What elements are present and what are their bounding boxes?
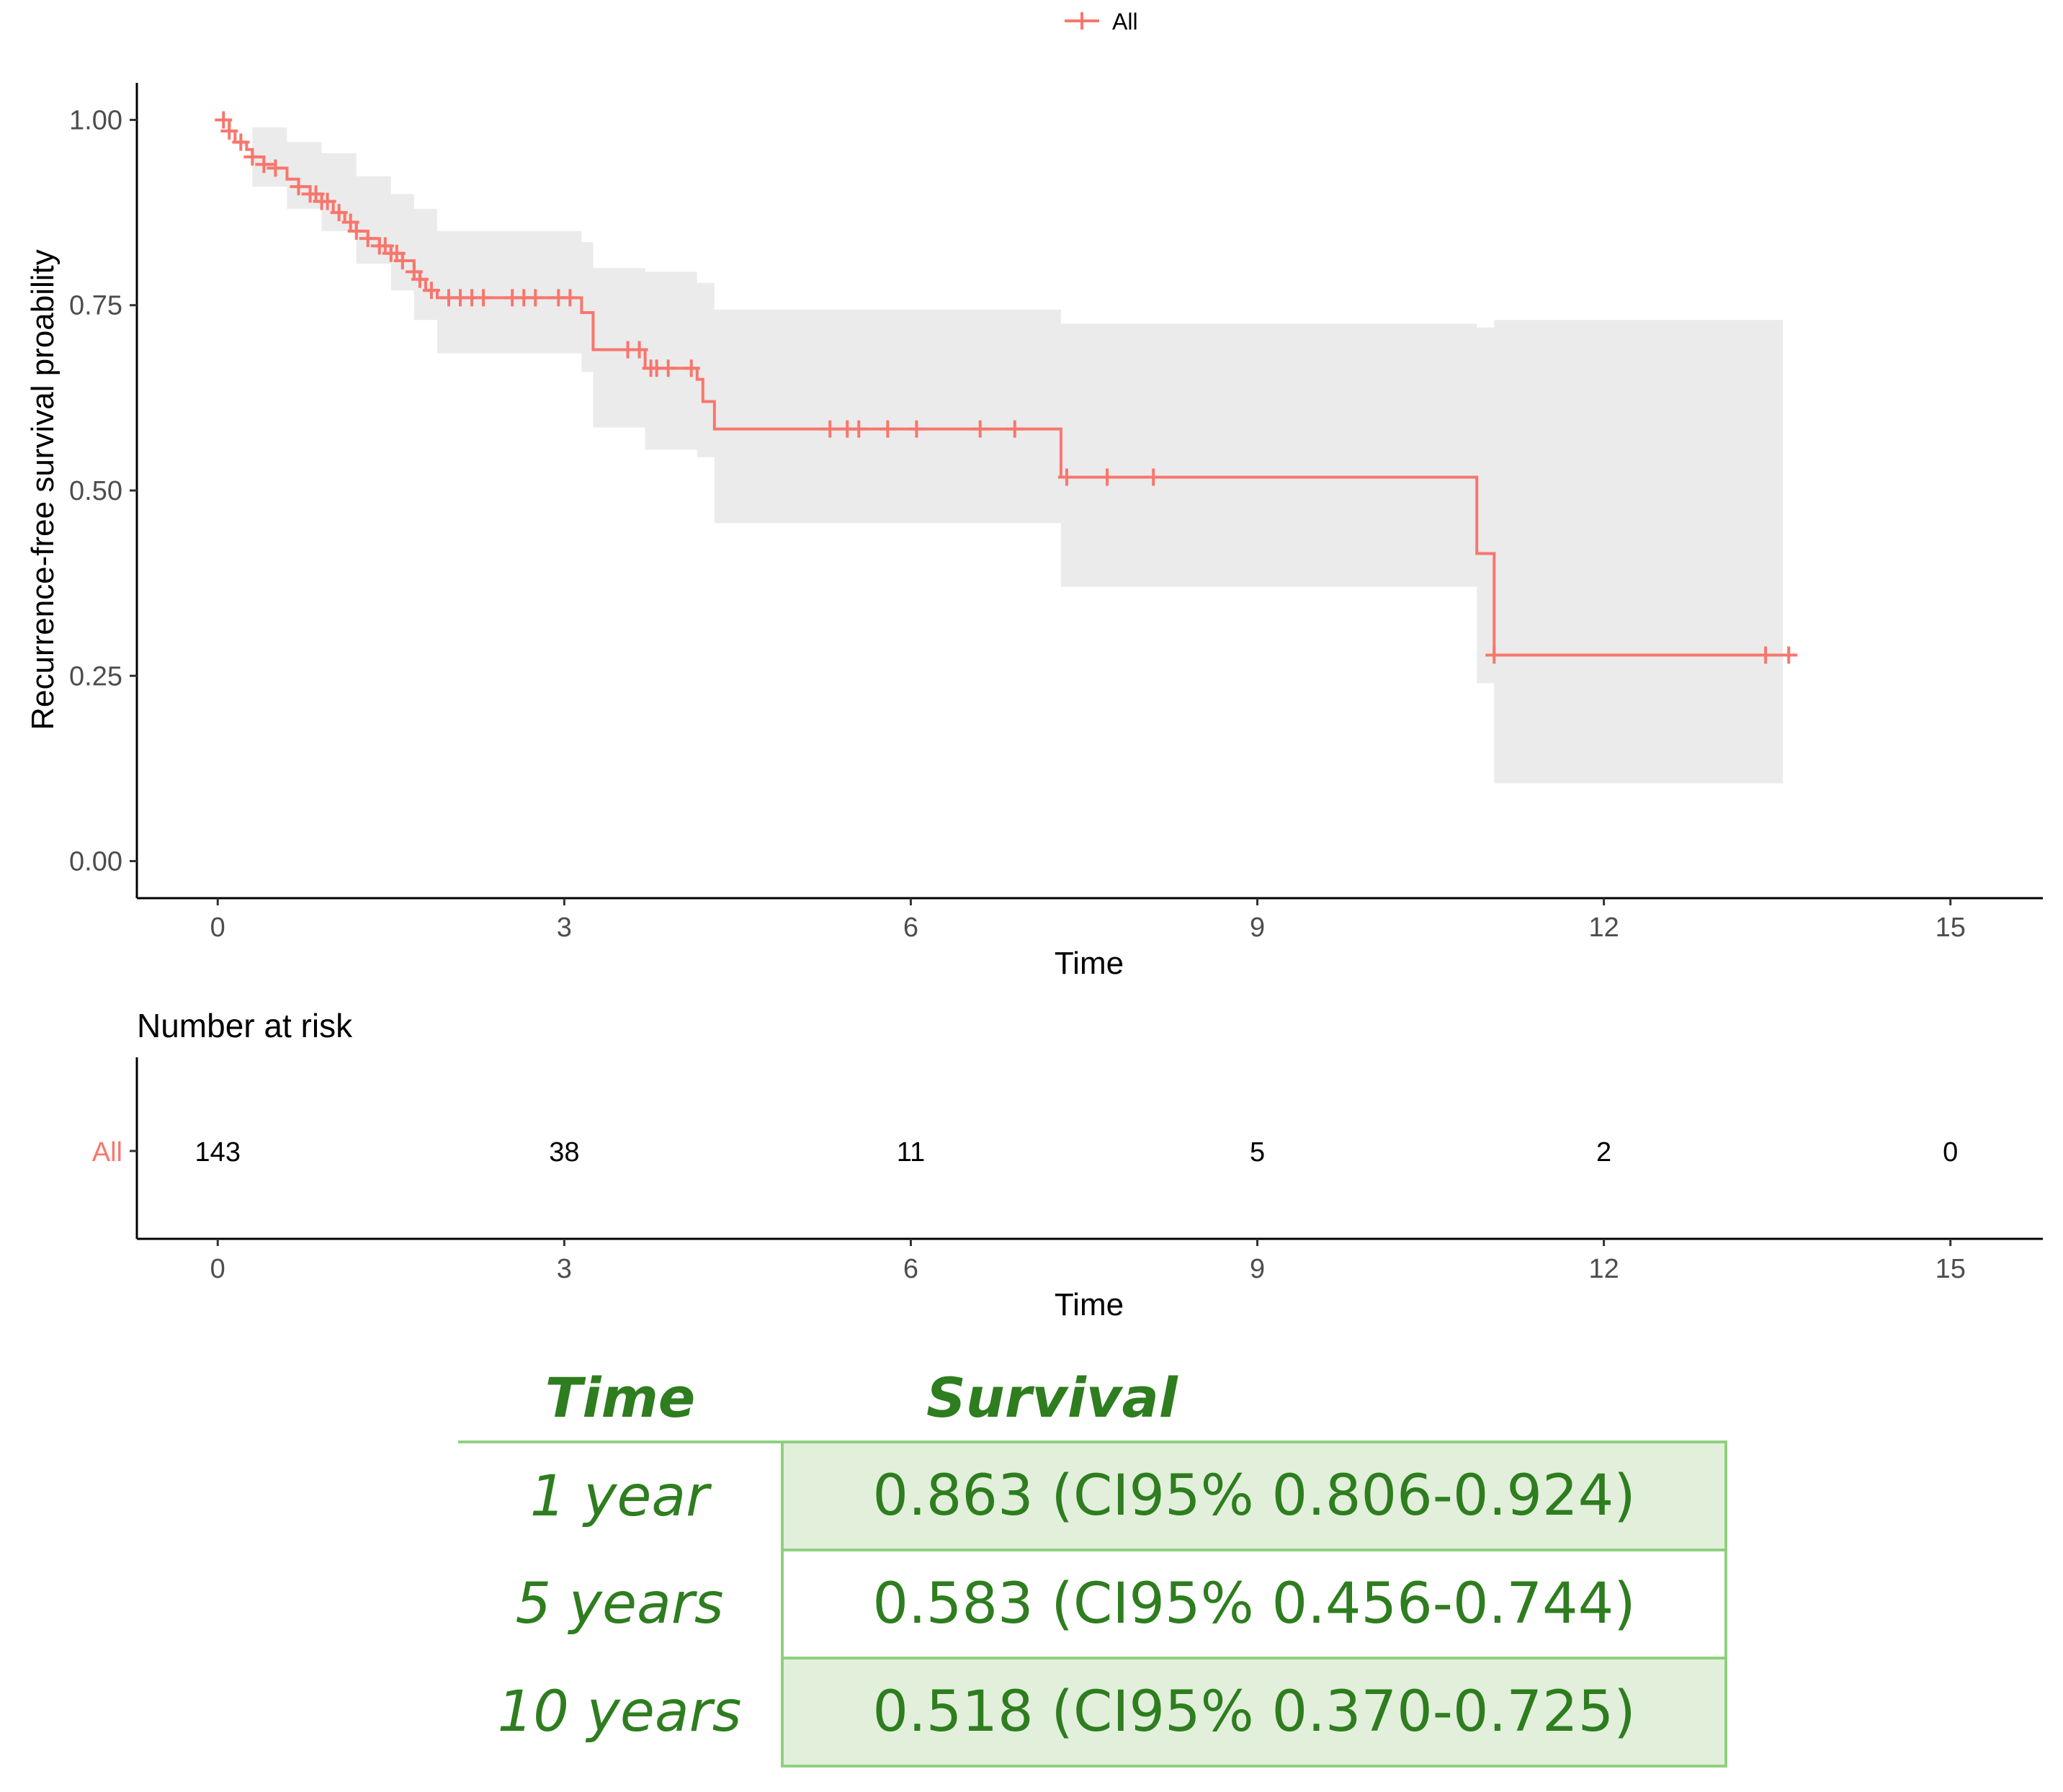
censor-mark xyxy=(682,359,700,377)
risk-count: 5 xyxy=(1250,1137,1265,1168)
censor-mark xyxy=(1057,468,1075,486)
x-tick-label: 9 xyxy=(1250,913,1265,943)
summary-row: 5 years 0.583 (CI95% 0.456-0.744) xyxy=(458,1549,1727,1659)
km-chart: All 0.00 0.25 0.50 0.75 1.00 0 3 6 9 12 15 Time R… xyxy=(25,9,2043,1322)
censor-mark xyxy=(232,133,250,151)
risk-count: 0 xyxy=(1943,1137,1958,1168)
x-tick-label: 6 xyxy=(903,913,918,943)
censor-mark xyxy=(330,204,348,222)
summary-row: 1 year 0.863 (CI95% 0.806-0.924) xyxy=(458,1441,1727,1551)
risk-x-tick-label: 6 xyxy=(903,1254,918,1284)
summary-time-cell: 1 year xyxy=(529,1464,710,1529)
x-tick-label: 12 xyxy=(1588,913,1619,943)
y-axis-title: Recurrence-free survival proability xyxy=(25,249,61,730)
y-tick-label: 0.25 xyxy=(69,661,122,691)
censor-mark xyxy=(359,230,377,248)
censor-mark xyxy=(821,420,839,438)
summary-header-row: Time Survival xyxy=(458,1354,1726,1443)
censor-mark xyxy=(290,178,308,196)
censor-mark xyxy=(879,420,897,438)
legend: All xyxy=(1065,9,1138,35)
legend-label: All xyxy=(1112,9,1138,35)
x-tick-label: 0 xyxy=(210,913,225,943)
censor-mark xyxy=(1006,420,1024,438)
ci-band-layer xyxy=(218,120,1784,784)
censor-mark xyxy=(971,420,989,438)
censor-mark xyxy=(341,213,359,231)
risk-x-axis-title: Time xyxy=(1055,1287,1124,1322)
y-tick-label: 0.00 xyxy=(69,847,122,877)
risk-x-tick-label: 0 xyxy=(210,1254,225,1284)
censor-mark xyxy=(1780,646,1798,664)
censor-mark xyxy=(215,111,233,129)
summary-header-survival: Survival xyxy=(926,1365,1178,1430)
risk-count: 2 xyxy=(1596,1137,1611,1168)
censor-mark xyxy=(527,289,545,307)
censor-mark xyxy=(561,289,579,307)
risk-x-tick-label: 9 xyxy=(1250,1254,1265,1284)
x-axis-ticks: 0 3 6 9 12 15 xyxy=(210,898,1966,943)
censor-mark xyxy=(411,270,429,288)
censor-mark xyxy=(267,159,285,177)
risk-count: 11 xyxy=(897,1137,925,1168)
summary-survival-cell: 0.518 (CI95% 0.370-0.725) xyxy=(781,1657,1727,1768)
summary-time-cell: 5 years xyxy=(515,1572,724,1636)
censor-mark xyxy=(908,420,926,438)
censor-mark xyxy=(255,156,273,174)
censor-mark xyxy=(630,341,648,359)
risk-x-tick-label: 3 xyxy=(557,1254,572,1284)
x-tick-label: 3 xyxy=(557,913,572,943)
censor-mark xyxy=(1485,646,1503,664)
y-tick-label: 0.75 xyxy=(69,291,122,321)
summary-time-cell: 10 years xyxy=(497,1680,742,1744)
x-tick-label: 15 xyxy=(1936,913,1966,943)
censor-mark xyxy=(1098,468,1116,486)
summary-survival-cell: 0.863 (CI95% 0.806-0.924) xyxy=(781,1441,1727,1551)
censor-mark xyxy=(347,222,365,240)
y-tick-label: 0.50 xyxy=(69,476,122,506)
summary-row: 10 years 0.518 (CI95% 0.370-0.725) xyxy=(458,1657,1727,1768)
summary-header-time: Time xyxy=(458,1354,782,1443)
censor-mark xyxy=(475,289,493,307)
confidence-band xyxy=(218,120,1784,784)
risk-values: 143 38 11 5 2 0 xyxy=(195,1137,1959,1168)
risk-count: 143 xyxy=(195,1137,241,1168)
censor-mark xyxy=(850,420,868,438)
censor-mark xyxy=(220,122,238,140)
survival-summary-table: Time Survival 1 year 0.863 (CI95% 0.806-… xyxy=(458,1354,1727,1768)
censor-mark xyxy=(318,192,336,210)
censor-mark xyxy=(659,359,677,377)
censor-mark xyxy=(1757,646,1775,664)
summary-survival-cell: 0.583 (CI95% 0.456-0.744) xyxy=(781,1549,1727,1659)
risk-strata-label: All xyxy=(92,1137,122,1168)
censor-marks-layer xyxy=(215,111,1798,664)
risk-count: 38 xyxy=(549,1137,579,1168)
y-axis-ticks: 0.00 0.25 0.50 0.75 1.00 xyxy=(69,105,137,877)
risk-x-tick-label: 12 xyxy=(1588,1254,1619,1284)
risk-x-tick-label: 15 xyxy=(1936,1254,1966,1284)
censor-mark xyxy=(243,148,261,166)
censor-mark xyxy=(422,282,440,300)
censor-mark xyxy=(393,251,411,269)
risk-x-axis-ticks: 0 3 6 9 12 15 xyxy=(210,1239,1966,1284)
x-axis-title: Time xyxy=(1055,946,1124,981)
censor-mark xyxy=(1145,468,1163,486)
y-tick-label: 1.00 xyxy=(69,105,122,135)
risk-table-title: Number at risk xyxy=(137,1007,353,1044)
